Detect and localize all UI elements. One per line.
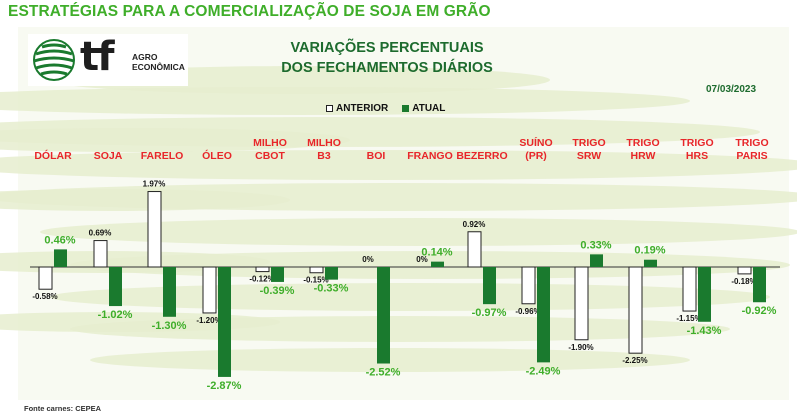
source-note: Fonte carnes: CEPEA xyxy=(24,404,102,413)
bar-previous xyxy=(93,240,108,268)
chart-legend: ANTERIOR ATUAL xyxy=(326,101,445,115)
bar-previous xyxy=(147,191,162,268)
bg-stripe xyxy=(0,312,280,332)
category-label: MILHO CBOT xyxy=(253,137,287,162)
data-label-current: -2.49% xyxy=(526,365,561,377)
data-label-previous: -0.15% xyxy=(303,276,328,285)
logo-subtitle: AGRO ECONÔMICA xyxy=(132,52,185,72)
bg-stripe xyxy=(50,283,770,311)
data-label-current: 0.19% xyxy=(634,245,665,257)
category-label: TRIGO SRW xyxy=(572,137,605,162)
legend-swatch-current xyxy=(402,104,410,112)
bar-previous xyxy=(309,266,324,274)
category-label: DÓLAR xyxy=(34,149,72,162)
data-label-previous: 1.97% xyxy=(143,180,166,189)
legend-label-current: ATUAL xyxy=(412,102,446,114)
data-label-current: -0.97% xyxy=(472,307,507,319)
bar-current xyxy=(325,267,338,280)
legend-swatch-previous xyxy=(326,104,333,112)
logo: tf AGRO ECONÔMICA xyxy=(28,34,188,86)
bar-current xyxy=(537,267,550,363)
category-label: MILHO B3 xyxy=(307,137,341,162)
bar-current xyxy=(271,267,284,282)
data-label-current: -2.87% xyxy=(207,380,242,392)
bar-previous xyxy=(202,266,217,314)
data-label-current: -1.30% xyxy=(152,320,187,332)
bar-previous xyxy=(38,266,53,290)
bar-previous xyxy=(737,266,752,275)
data-label-previous: -2.25% xyxy=(622,356,647,365)
bar-previous xyxy=(628,266,643,354)
category-label: SUÍNO (PR) xyxy=(519,136,552,162)
data-label-current: 0.14% xyxy=(421,247,452,259)
bar-previous xyxy=(574,266,589,341)
data-label-previous: -0.12% xyxy=(249,275,274,284)
legend-item-previous: ANTERIOR xyxy=(326,103,388,114)
logo-mark: tf xyxy=(80,34,115,80)
bg-stripe xyxy=(0,87,690,115)
data-label-current: -2.52% xyxy=(366,367,401,379)
globe-icon xyxy=(33,39,75,81)
bar-previous xyxy=(467,231,482,268)
bar-current xyxy=(163,267,176,317)
category-label: BOI xyxy=(367,150,386,162)
category-label: ÓLEO xyxy=(202,149,232,162)
category-label: FARELO xyxy=(141,150,184,162)
bg-stripe xyxy=(0,150,797,180)
data-label-previous: -1.15% xyxy=(676,314,701,323)
data-label-current: 0.46% xyxy=(44,234,75,246)
header-title: ESTRATÉGIAS PARA A COMERCIALIZAÇÃO DE SO… xyxy=(8,3,491,20)
legend-item-current: ATUAL xyxy=(402,103,445,114)
data-label-previous: -1.90% xyxy=(568,343,593,352)
data-label-previous: 0.92% xyxy=(463,220,486,229)
data-label-current: -1.43% xyxy=(687,325,722,337)
chart-title: VARIAÇÕES PERCENTUAIS DOS FECHAMENTOS DI… xyxy=(281,40,493,76)
data-label-previous: -0.58% xyxy=(32,292,57,301)
chart-date: 07/03/2023 xyxy=(706,84,757,95)
data-label-previous: -1.20% xyxy=(196,316,221,325)
bar-current xyxy=(54,249,67,267)
data-label-previous: 0% xyxy=(362,255,374,264)
data-label-current: -0.39% xyxy=(260,285,295,297)
category-label: TRIGO HRS xyxy=(680,137,713,162)
bar-current xyxy=(109,267,122,307)
data-label-previous: -0.96% xyxy=(515,307,540,316)
category-label: FRANGO xyxy=(407,150,453,162)
data-label-previous: -0.18% xyxy=(731,277,756,286)
bar-previous xyxy=(521,266,536,305)
category-label: TRIGO HRW xyxy=(626,137,659,162)
bar-current xyxy=(218,267,231,377)
bar-current xyxy=(377,267,390,364)
bg-stripe xyxy=(40,218,797,246)
data-label-previous: 0.69% xyxy=(89,229,112,238)
data-label-current: -0.92% xyxy=(742,305,777,317)
data-label-current: 0.33% xyxy=(580,239,611,251)
data-label-current: -0.33% xyxy=(314,283,349,295)
legend-label-previous: ANTERIOR xyxy=(336,102,389,114)
bg-stripe xyxy=(0,128,350,152)
bar-previous xyxy=(255,266,270,273)
bar-current xyxy=(644,259,657,267)
bar-previous xyxy=(682,266,697,312)
bg-stripe xyxy=(0,189,290,211)
data-label-current: -1.02% xyxy=(98,309,133,321)
bar-current xyxy=(483,267,496,305)
data-label-previous: 0% xyxy=(416,255,428,264)
category-label: SOJA xyxy=(94,150,123,162)
bar-current xyxy=(590,254,603,267)
bar-current xyxy=(431,261,444,267)
bar-current xyxy=(698,267,711,322)
bar-current xyxy=(753,267,766,303)
category-label: TRIGO PARIS xyxy=(735,137,768,162)
category-label: BEZERRO xyxy=(456,150,507,162)
